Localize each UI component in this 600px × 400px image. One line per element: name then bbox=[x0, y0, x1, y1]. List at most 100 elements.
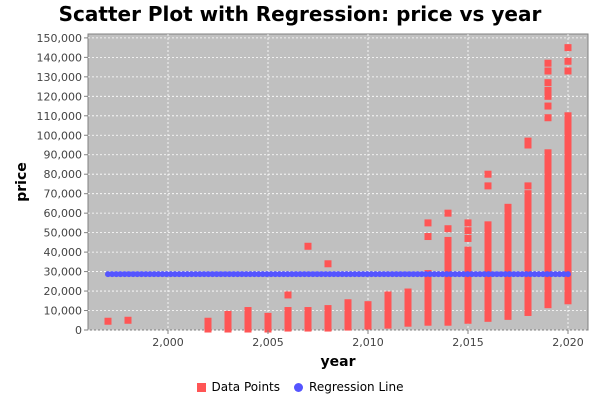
legend: Data Points Regression Line bbox=[0, 380, 600, 394]
regression-point bbox=[368, 271, 375, 278]
y-axis-label: price bbox=[14, 162, 30, 202]
y-tick-label: 60,000 bbox=[44, 207, 83, 220]
regression-point bbox=[381, 271, 387, 278]
regression-point bbox=[414, 271, 421, 278]
regression-point bbox=[293, 271, 300, 278]
data-point-range bbox=[324, 305, 332, 332]
y-tick-label: 80,000 bbox=[44, 168, 83, 181]
regression-point bbox=[393, 271, 400, 278]
y-tick-label: 30,000 bbox=[44, 266, 83, 279]
x-axis-label: year bbox=[321, 354, 356, 370]
data-point-range bbox=[504, 203, 512, 320]
regression-point bbox=[355, 271, 362, 278]
regression-point bbox=[247, 271, 254, 278]
data-point bbox=[424, 233, 432, 241]
regression-point bbox=[427, 271, 433, 278]
data-point bbox=[524, 137, 532, 145]
regression-point bbox=[238, 271, 245, 278]
regression-point bbox=[309, 271, 316, 278]
data-point-range bbox=[224, 310, 232, 333]
regression-point bbox=[297, 271, 304, 278]
y-tick-label: 100,000 bbox=[37, 129, 83, 142]
regression-point bbox=[276, 271, 283, 278]
regression-point bbox=[460, 271, 467, 278]
regression-point bbox=[322, 271, 329, 278]
data-point-range bbox=[264, 312, 272, 333]
chart-title: Scatter Plot with Regression: price vs y… bbox=[58, 2, 542, 26]
data-point bbox=[464, 246, 472, 254]
regression-point bbox=[523, 271, 530, 278]
regression-point bbox=[326, 271, 333, 278]
plot-area bbox=[87, 33, 589, 331]
data-point-range bbox=[444, 236, 452, 326]
regression-point bbox=[280, 271, 287, 278]
data-point bbox=[464, 219, 472, 227]
regression-point bbox=[184, 271, 191, 278]
data-point bbox=[564, 57, 572, 65]
regression-point bbox=[560, 271, 567, 278]
data-point bbox=[304, 242, 312, 250]
regression-point bbox=[167, 271, 174, 278]
data-point-range bbox=[284, 307, 292, 332]
regression-point bbox=[498, 271, 505, 278]
x-tick-label: 2,000 bbox=[152, 336, 184, 349]
y-tick-label: 110,000 bbox=[37, 110, 83, 123]
regression-point bbox=[155, 271, 162, 278]
y-tick-label: 120,000 bbox=[37, 90, 83, 103]
regression-point bbox=[251, 271, 258, 278]
regression-line-series bbox=[105, 271, 571, 278]
regression-point bbox=[406, 271, 413, 278]
y-tick-label: 0 bbox=[75, 324, 82, 337]
data-point bbox=[544, 67, 552, 75]
regression-point bbox=[510, 271, 517, 278]
y-tick-label: 40,000 bbox=[44, 246, 83, 259]
data-point-range bbox=[384, 291, 392, 329]
regression-point bbox=[556, 271, 563, 278]
regression-point bbox=[422, 271, 429, 278]
regression-point bbox=[113, 271, 120, 278]
regression-point bbox=[485, 271, 492, 278]
regression-point bbox=[213, 271, 220, 278]
x-tick-label: 2,015 bbox=[452, 336, 484, 349]
x-axis: 2,000 2,005 2,010 2,015 2,020 bbox=[152, 330, 584, 349]
data-point bbox=[284, 291, 292, 299]
regression-point bbox=[259, 271, 266, 278]
regression-point bbox=[527, 271, 534, 278]
regression-point bbox=[389, 271, 396, 278]
regression-point bbox=[130, 271, 137, 278]
regression-point bbox=[506, 271, 513, 278]
regression-point bbox=[473, 271, 479, 278]
x-tick-label: 2,005 bbox=[252, 336, 284, 349]
data-point bbox=[324, 260, 332, 268]
regression-point bbox=[138, 271, 145, 278]
data-point bbox=[524, 182, 532, 190]
regression-point bbox=[142, 271, 149, 278]
y-tick-label: 130,000 bbox=[37, 71, 83, 84]
regression-point bbox=[301, 271, 308, 278]
regression-point bbox=[439, 271, 446, 278]
regression-point bbox=[464, 271, 471, 278]
regression-point bbox=[456, 271, 463, 278]
regression-point bbox=[117, 271, 124, 278]
regression-point bbox=[544, 271, 551, 278]
regression-point bbox=[397, 271, 404, 278]
regression-point bbox=[418, 271, 425, 278]
data-point-range bbox=[524, 190, 532, 316]
regression-point bbox=[226, 271, 233, 278]
legend-swatch-circle-icon bbox=[294, 382, 304, 392]
regression-point bbox=[502, 271, 509, 278]
data-point-range bbox=[344, 299, 352, 331]
regression-point bbox=[489, 271, 496, 278]
regression-point bbox=[109, 271, 116, 278]
data-point-range bbox=[464, 252, 472, 324]
regression-point bbox=[289, 271, 295, 278]
regression-point bbox=[192, 271, 199, 278]
regression-point bbox=[159, 271, 166, 278]
legend-label: Data Points bbox=[211, 380, 281, 394]
regression-point bbox=[163, 271, 170, 278]
data-point bbox=[484, 182, 492, 190]
regression-point bbox=[493, 271, 500, 278]
data-point bbox=[544, 79, 552, 87]
data-point bbox=[544, 92, 552, 100]
data-point bbox=[544, 59, 552, 67]
